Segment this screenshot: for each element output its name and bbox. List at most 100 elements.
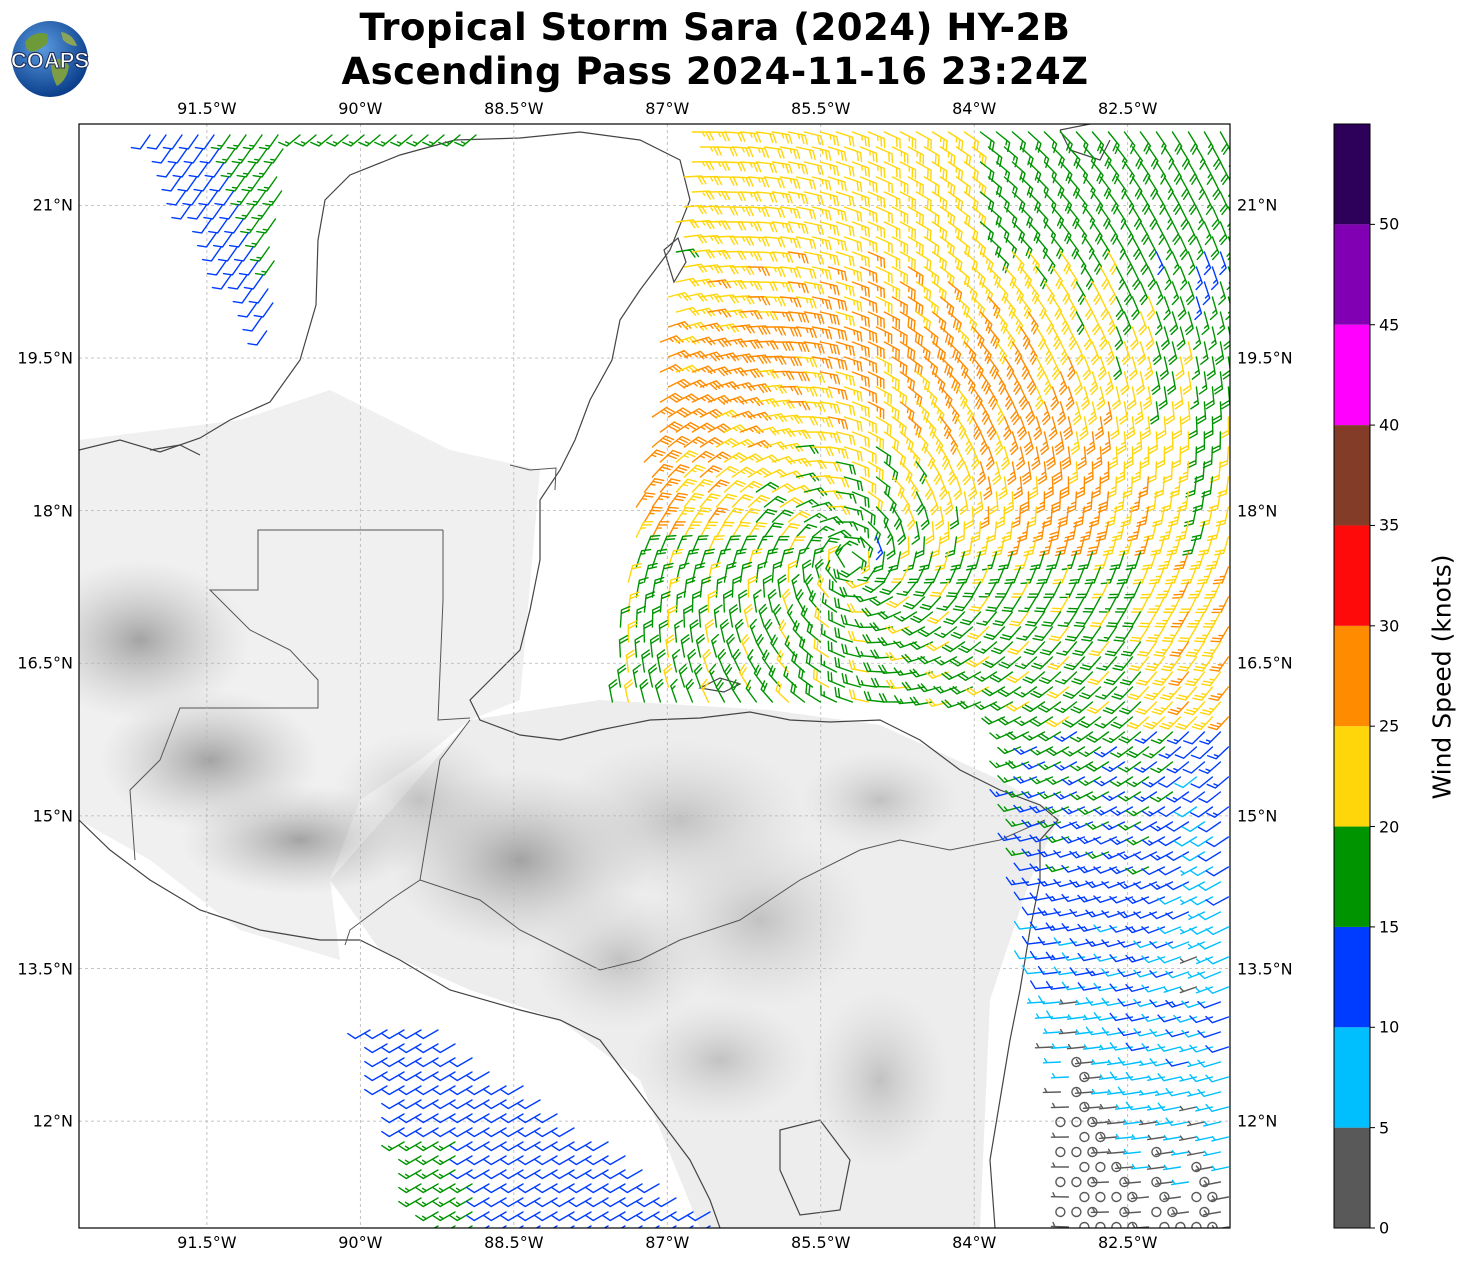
wind-barb — [907, 566, 926, 584]
wind-barb — [683, 605, 693, 628]
wind-barb — [963, 191, 979, 212]
wind-barb — [899, 311, 916, 331]
wind-barb — [1120, 641, 1142, 657]
wind-barb — [846, 603, 870, 613]
wind-barb — [162, 134, 183, 150]
wind-barb — [1057, 401, 1067, 426]
wind-barb — [1187, 131, 1199, 155]
wind-barb — [1181, 1000, 1206, 1009]
wind-barb — [1153, 641, 1174, 657]
wind-barb — [795, 206, 817, 220]
wind-barb — [415, 1225, 439, 1228]
wind-barb — [415, 1169, 439, 1180]
wind-barb — [1151, 1146, 1162, 1158]
wind-barb — [1095, 1131, 1106, 1143]
wind-barb — [1083, 146, 1097, 169]
wind-barb — [856, 675, 878, 688]
wind-barb — [994, 581, 1014, 598]
colorbar-title: Wind Speed (knots) — [1427, 554, 1457, 800]
wind-barb — [691, 160, 715, 171]
wind-barb — [691, 535, 709, 553]
wind-barb — [955, 446, 965, 471]
wind-barb — [739, 396, 764, 406]
wind-barb — [827, 505, 851, 516]
wind-barb — [965, 686, 990, 696]
wind-barb — [1115, 176, 1127, 200]
wind-barb — [989, 760, 1014, 769]
wind-barb — [771, 560, 783, 583]
wind-barb — [929, 536, 942, 558]
wind-barb — [1189, 896, 1214, 906]
wind-barb — [1197, 1088, 1222, 1098]
wind-barb — [1123, 221, 1134, 245]
wind-barb — [1003, 326, 1016, 350]
wind-barb — [875, 356, 893, 375]
wind-barb — [1192, 491, 1206, 513]
wind-barb — [820, 685, 838, 703]
wind-barb — [659, 449, 682, 463]
wind-barb — [1030, 980, 1054, 990]
wind-barb — [1119, 671, 1142, 686]
wind-barb — [819, 161, 840, 177]
wind-barb — [995, 221, 1010, 243]
wind-barb — [206, 260, 227, 276]
wind-barb — [602, 1183, 626, 1194]
wind-barb — [667, 576, 681, 598]
wind-barb — [723, 250, 747, 261]
wind-barb — [602, 1197, 626, 1208]
wind-barb — [500, 1085, 524, 1096]
wind-barb — [975, 536, 990, 557]
terrain-shading — [79, 390, 1060, 1228]
wind-barb — [1141, 806, 1166, 817]
wind-barb — [1091, 161, 1104, 185]
wind-barb — [1189, 551, 1206, 571]
wind-barb — [1210, 236, 1220, 261]
wind-barb — [1035, 326, 1046, 350]
wind-barb — [885, 625, 910, 634]
wind-barb — [707, 337, 732, 348]
wind-barb — [1203, 191, 1213, 216]
wind-barb — [432, 1225, 456, 1228]
wind-barb — [1077, 446, 1087, 470]
wind-barb — [711, 633, 720, 658]
wind-barb — [695, 634, 705, 658]
wind-barb — [1084, 461, 1094, 484]
wind-barb — [1065, 386, 1075, 411]
wind-barb — [878, 693, 902, 703]
wind-barb — [1079, 521, 1094, 542]
wind-barb — [1175, 716, 1198, 730]
wind-barb — [683, 175, 707, 185]
wind-barb — [1149, 791, 1174, 803]
wind-barb — [827, 529, 852, 539]
wind-barb — [651, 576, 665, 598]
wind-barb — [887, 551, 902, 572]
wind-barb — [747, 236, 770, 247]
wind-barb — [987, 146, 1003, 168]
wind-barb — [551, 1155, 575, 1166]
wind-barb — [1194, 626, 1214, 643]
wind-barb — [1185, 476, 1198, 498]
wind-barb — [466, 1169, 490, 1180]
wind-barb — [1211, 206, 1221, 231]
wind-barb — [1081, 626, 1102, 642]
wind-barb — [364, 1043, 388, 1054]
wind-barb — [787, 560, 798, 583]
wind-barb — [851, 311, 870, 328]
wind-barb — [1021, 935, 1046, 945]
wind-barb — [1037, 849, 1062, 858]
wind-barb — [500, 1127, 524, 1138]
wind-barb — [1171, 581, 1190, 599]
wind-barb — [715, 465, 739, 478]
wind-barb — [1059, 581, 1078, 599]
wind-barb — [1195, 431, 1206, 454]
wind-barb — [827, 206, 847, 222]
wind-barb — [1086, 431, 1096, 455]
wind-barb — [1165, 1117, 1190, 1126]
wind-barb — [827, 326, 848, 341]
wind-barb — [715, 294, 739, 304]
wind-barb — [1001, 596, 1022, 613]
wind-barb — [211, 274, 232, 290]
wind-barb — [1021, 790, 1046, 799]
wind-barb — [819, 221, 840, 236]
wind-barb — [991, 536, 1006, 557]
